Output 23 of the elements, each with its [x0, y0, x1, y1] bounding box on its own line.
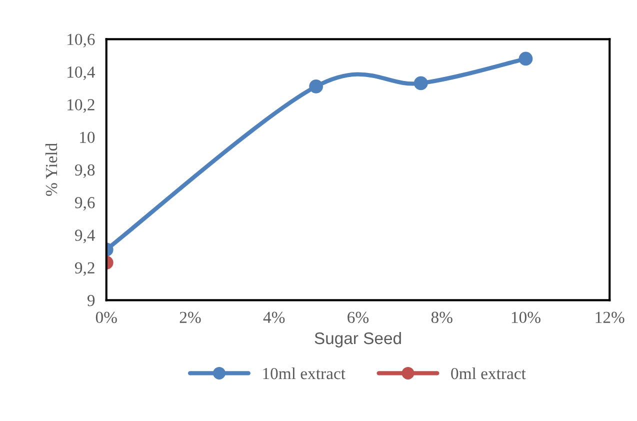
y-tick-label: 9,2 [74, 262, 94, 276]
y-tick-label: 10 [80, 132, 95, 143]
x-tick-label: 10% [512, 312, 540, 324]
x-tick-label: 6% [348, 312, 369, 324]
y-axis-title: % Yield [45, 143, 58, 196]
y-tick-label: 9,4 [74, 230, 96, 244]
x-tick-label: 4% [263, 312, 285, 324]
legend-label: 10ml extract [263, 367, 346, 380]
legend-label: 0ml extract [451, 367, 526, 380]
y-tick-label: 9 [87, 294, 95, 306]
x-tick-label: 2% [180, 312, 201, 324]
point [518, 52, 533, 66]
y-tick-label: 10,4 [68, 66, 96, 80]
y-tick-label: 9,6 [74, 197, 95, 211]
y-tick-label: 10,6 [68, 34, 95, 48]
x-tick-label: 12% [596, 312, 624, 324]
point [414, 76, 428, 90]
y-tick-label: 9,8 [74, 164, 95, 178]
x-tick-label: 0% [96, 312, 117, 324]
y-tick-label: 10,2 [68, 99, 94, 113]
point [309, 80, 324, 94]
x-axis-title: Sugar Seed [314, 332, 401, 348]
x-tick-label: 8% [431, 312, 452, 324]
